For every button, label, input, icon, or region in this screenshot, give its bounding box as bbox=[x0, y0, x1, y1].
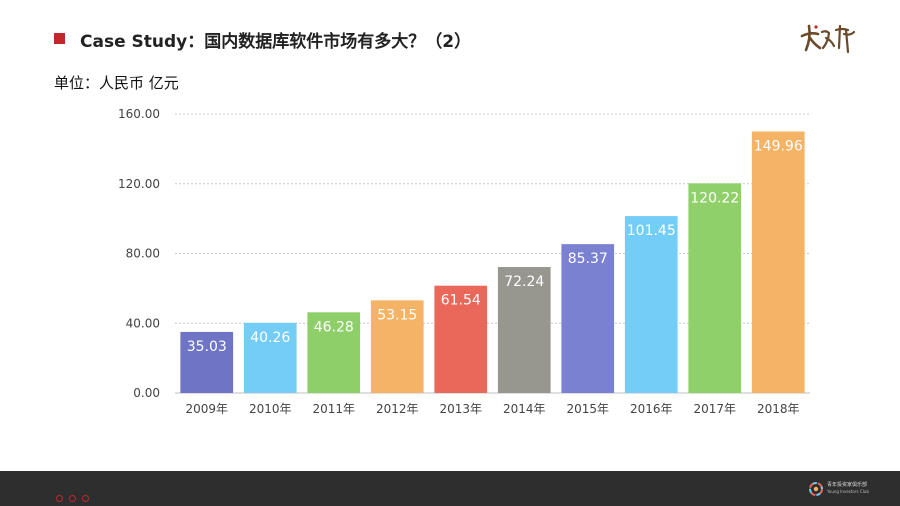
unit-label: 单位：人民币 亿元 bbox=[54, 74, 179, 92]
x-tick-label: 2016年 bbox=[630, 402, 673, 416]
calligraphy-logo-icon bbox=[800, 24, 856, 54]
dot-icon bbox=[82, 495, 89, 502]
club-name: 青年投资家俱乐部 bbox=[827, 482, 868, 488]
footer-bar: 青年投资家俱乐部 Young Investors Club bbox=[0, 471, 900, 506]
bar-chart: 0.00 40.00 80.00 120.00 160.00 35.03 40.26 46.… bbox=[118, 107, 810, 416]
page-title: Case Study：国内数据库软件市场有多大？（2） bbox=[80, 32, 472, 52]
y-tick-label: 120.00 bbox=[118, 177, 160, 191]
bar bbox=[624, 216, 678, 393]
title-marker bbox=[54, 33, 65, 44]
x-tick-label: 2014年 bbox=[503, 402, 546, 416]
bar bbox=[751, 131, 805, 393]
bar bbox=[243, 322, 297, 393]
bar bbox=[561, 244, 615, 393]
x-tick-label: 2011年 bbox=[312, 402, 355, 416]
bar bbox=[370, 300, 424, 393]
bar-value-label: 40.26 bbox=[250, 330, 290, 346]
x-tick-label: 2015年 bbox=[566, 402, 609, 416]
bar-value-label: 149.96 bbox=[754, 139, 803, 155]
bar bbox=[688, 183, 742, 393]
bar bbox=[497, 267, 551, 393]
bar-value-label: 72.24 bbox=[504, 274, 544, 290]
x-tick-label: 2009年 bbox=[185, 402, 228, 416]
x-tick-label: 2018年 bbox=[757, 402, 800, 416]
bar-value-label: 61.54 bbox=[441, 293, 481, 309]
club-subtitle: Young Investors Club bbox=[827, 489, 869, 494]
x-tick-label: 2017年 bbox=[693, 402, 736, 416]
bar bbox=[434, 285, 488, 393]
x-tick-label: 2012年 bbox=[376, 402, 419, 416]
bar-value-label: 120.22 bbox=[690, 190, 739, 206]
x-axis-ticks: 2009年 2010年 2011年 2012年 2013年 2014年 2015年 2016年… bbox=[185, 402, 799, 416]
y-tick-label: 40.00 bbox=[126, 316, 160, 330]
logo bbox=[796, 18, 860, 58]
bar-value-label: 35.03 bbox=[187, 339, 227, 355]
bar bbox=[307, 312, 361, 393]
bar-value-label: 46.28 bbox=[314, 319, 354, 335]
x-tick-label: 2013年 bbox=[439, 402, 482, 416]
bar-value-label: 85.37 bbox=[568, 251, 608, 267]
bar-value-label: 101.45 bbox=[627, 223, 676, 239]
y-axis-ticks: 0.00 40.00 80.00 120.00 160.00 bbox=[118, 107, 160, 400]
bar-value-label: 53.15 bbox=[377, 307, 417, 323]
footer-dots bbox=[56, 487, 95, 506]
club-brand: 青年投资家俱乐部 Young Investors Club bbox=[808, 480, 878, 500]
bar bbox=[180, 331, 234, 393]
y-tick-label: 80.00 bbox=[126, 247, 160, 261]
y-tick-label: 160.00 bbox=[118, 107, 160, 121]
x-tick-label: 2010年 bbox=[249, 402, 292, 416]
dot-icon bbox=[69, 495, 76, 502]
club-logo-icon bbox=[809, 482, 823, 496]
bars: 35.03 40.26 46.28 53.15 61.54 72.24 85.37 101.4… bbox=[180, 131, 805, 393]
y-tick-label: 0.00 bbox=[133, 386, 160, 400]
dot-icon bbox=[56, 495, 63, 502]
